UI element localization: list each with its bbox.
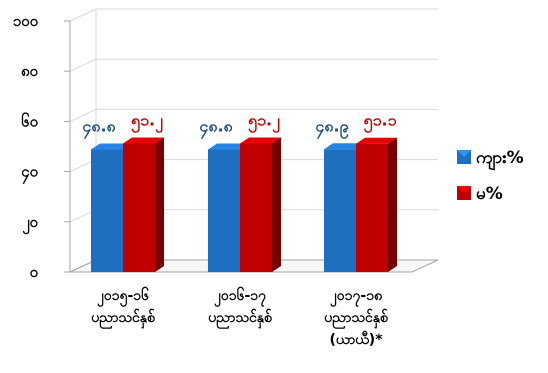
category-label: ပညာသင်နှစ် xyxy=(324,309,389,329)
y-tick-label: ၈၀ xyxy=(21,62,39,80)
y-tick-label: ၄၀ xyxy=(21,163,38,185)
bar-top xyxy=(91,143,132,150)
bar-side xyxy=(272,137,281,272)
bar-top xyxy=(240,137,281,144)
chart-bars xyxy=(91,137,397,272)
legend-label: မ% xyxy=(476,184,503,204)
data-label: ၅၁.၂ xyxy=(131,110,163,133)
bar-top xyxy=(324,143,365,150)
data-label: ၅၁.၂ xyxy=(248,110,280,133)
data-label: ၄၈.၈ xyxy=(199,117,233,140)
bar xyxy=(240,137,281,272)
y-tick-label: ၁၀၀ xyxy=(13,12,39,30)
bar-front xyxy=(356,143,388,272)
chart-legend: ကျား% မ% xyxy=(457,148,524,204)
data-label: ၅၁.၁ xyxy=(363,111,396,134)
category-label: ပညာသင်နှစ် xyxy=(208,309,273,329)
data-label: ၄၈.၉ xyxy=(315,116,348,139)
data-labels: ၄၈.၈ ၅၁.၂ ၄၈.၈ ၅၁.၂ ၄၈.၉ ၅၁.၁ xyxy=(82,110,396,139)
category-label: ၂၀၁၇-၁၈ xyxy=(330,288,383,307)
category-label: ၂၀၁၅-၁၆ xyxy=(97,287,150,307)
bar-front xyxy=(123,143,155,272)
bar-top xyxy=(208,143,249,150)
bar xyxy=(356,137,397,272)
bar-top xyxy=(356,137,397,144)
legend-item: မ% xyxy=(457,184,503,204)
y-axis-ticks: ၀ ၂၀ ၄၀ ၆၀ ၈၀ ၁၀၀ xyxy=(13,12,70,281)
bar-front xyxy=(240,143,272,272)
y-tick-label: ၂၀ xyxy=(22,213,38,235)
gridline-side xyxy=(69,58,97,72)
bar-side xyxy=(155,137,164,272)
category-label: ပညာသင်နှစ် xyxy=(91,309,156,329)
data-label: ၄၈.၈ xyxy=(82,117,116,140)
gridline-side xyxy=(69,8,97,22)
gridline-side xyxy=(69,108,97,122)
legend-swatch-shine xyxy=(457,186,471,193)
bar-side xyxy=(388,137,397,272)
bar-front xyxy=(324,149,356,272)
legend-label: ကျား% xyxy=(476,148,524,172)
bar xyxy=(123,137,164,272)
y-tick-label: ၀ xyxy=(30,263,39,281)
category-labels: ၂၀၁၅-၁၆ပညာသင်နှစ်၂၀၁၆-၁၇ပညာသင်နှစ်၂၀၁၇-၁… xyxy=(91,287,389,348)
y-tick-label: ၆၀ xyxy=(21,111,38,130)
legend-swatch-shine xyxy=(457,150,471,157)
category-label: ၂၀၁၆-၁၇ xyxy=(214,287,267,307)
bar-front xyxy=(91,149,123,272)
bar-front xyxy=(208,149,240,272)
legend-item: ကျား% xyxy=(457,148,524,172)
category-label: (ယာယီ)* xyxy=(329,331,383,348)
bar-top xyxy=(123,137,164,144)
